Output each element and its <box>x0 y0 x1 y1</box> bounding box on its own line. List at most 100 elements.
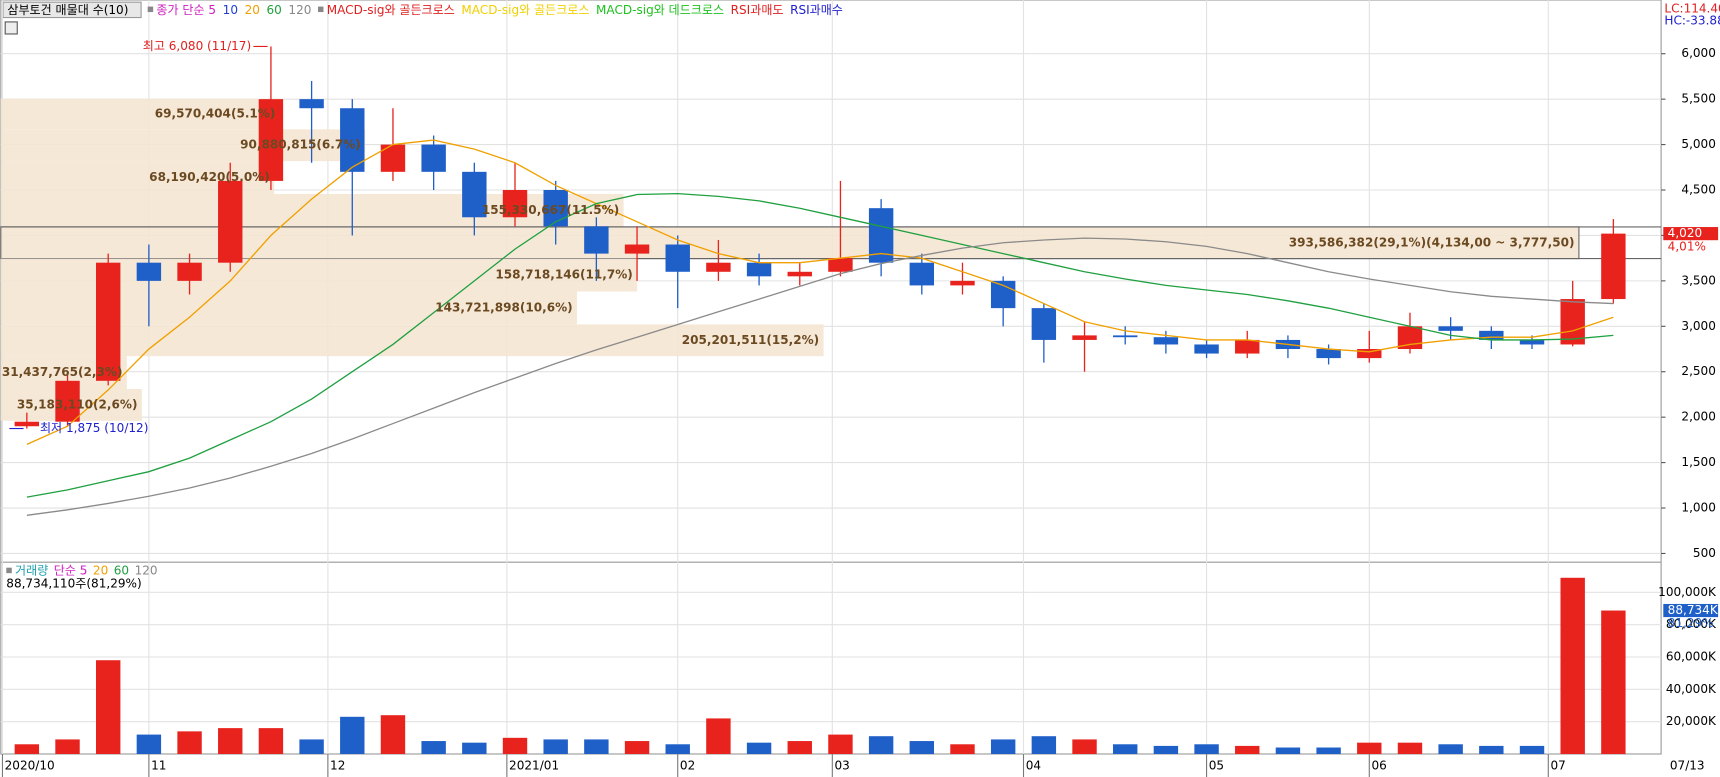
volume-bar <box>177 731 202 754</box>
candle-body <box>1438 326 1463 331</box>
y-tick-label: 40,000K <box>1666 682 1717 696</box>
volume-tag-label: 88,734K <box>1668 603 1719 617</box>
x-tick-label: 05 <box>1209 759 1224 773</box>
volume-bar <box>258 728 284 754</box>
y-tick-label: 5,000 <box>1681 137 1716 151</box>
price-change: 4,01% <box>1668 239 1706 253</box>
y-tick-label: 1,000 <box>1681 501 1716 515</box>
band-label: 68,190,420(5.0%) <box>149 170 270 184</box>
x-tick-label: 12 <box>330 759 345 773</box>
volume-bar <box>1438 744 1463 754</box>
x-tick-label: 11 <box>151 759 166 773</box>
volume-profile-band <box>0 129 366 162</box>
moving-average <box>26 237 1614 516</box>
y-tick-label: 60,000K <box>1666 649 1717 663</box>
settings-icon[interactable] <box>4 21 18 35</box>
legend-item: MACD-sig와 골든크로스 <box>461 3 589 17</box>
legend-item: 10 <box>223 3 238 17</box>
volume-legend-item: 거래량 <box>15 563 48 577</box>
candle-body <box>1479 330 1504 340</box>
band-label: 143,721,898(10,6%) <box>435 300 572 314</box>
x-tick-label: 07 <box>1550 759 1565 773</box>
x-tick-label: 2020/10 <box>5 759 55 773</box>
volume-bar <box>1316 747 1341 754</box>
candle-body <box>299 99 324 109</box>
hc-label: HC:-33.88 <box>1664 13 1720 27</box>
volume-bar <box>218 728 243 754</box>
volume-bar <box>421 741 446 754</box>
volume-legend-item: 120 <box>135 563 158 577</box>
candle-body <box>706 262 731 272</box>
band-label: 69,570,404(5.1%) <box>155 106 276 120</box>
candle-body <box>584 226 609 254</box>
band-label: 158,718,146(11,7%) <box>495 268 632 282</box>
y-tick-label: 100,000K <box>1658 585 1717 599</box>
y-tick-label: 500 <box>1693 546 1716 560</box>
y-tick-label: 3,000 <box>1681 319 1716 333</box>
candle-body <box>340 108 365 172</box>
y-tick-label: 2,500 <box>1681 364 1716 378</box>
candle-body <box>136 262 162 281</box>
volume-bar <box>1031 736 1057 754</box>
candle-body <box>1113 335 1138 338</box>
volume-bar <box>14 744 40 754</box>
volume-bar <box>462 742 487 754</box>
volume-bar <box>299 739 324 754</box>
annotation: 최고 6,080 (11/17) <box>143 39 251 53</box>
candle-body <box>624 244 650 254</box>
volume-bar <box>1235 745 1260 754</box>
candle-body <box>1357 349 1382 359</box>
candle-body <box>502 190 528 218</box>
y-tick-label: 3,500 <box>1681 273 1716 287</box>
volume-bar <box>828 734 853 754</box>
candle-body <box>462 171 487 218</box>
volume-bar <box>136 734 162 754</box>
candle-body <box>421 144 446 172</box>
chart-title: 삼부토건 매물대 수(10) <box>7 3 128 17</box>
volume-bar <box>502 737 528 754</box>
annotation: 최저 1,875 (10/12) <box>40 421 148 435</box>
volume-bar <box>1194 744 1219 754</box>
volume-bar <box>909 741 935 754</box>
volume-bar <box>990 739 1016 754</box>
band-label: 90,880,815(6.7%) <box>240 138 361 152</box>
candle-body <box>1153 337 1179 345</box>
volume-bar <box>665 744 690 754</box>
volume-bar <box>1479 745 1504 754</box>
y-tick-label: 4,500 <box>1681 183 1716 197</box>
y-tick-label: 5,500 <box>1681 92 1716 106</box>
volume-bar <box>543 739 568 754</box>
candle-body <box>787 271 812 277</box>
last-date: 07/13 <box>1670 759 1705 773</box>
volume-bar <box>1519 745 1545 754</box>
moving-average <box>26 192 1614 498</box>
band-label: 205,201,511(15,2%) <box>682 333 819 347</box>
volume-bar <box>868 736 894 754</box>
volume-bar <box>55 739 80 754</box>
volume-bar <box>1153 745 1179 754</box>
volume-bar <box>1357 742 1382 754</box>
legend-item: RSI과매도 <box>731 3 784 17</box>
candle-body <box>1316 349 1341 359</box>
candle-body <box>1031 308 1057 340</box>
volume-profile-band <box>0 98 280 130</box>
band-label: 31,437,765(2,3%) <box>2 365 123 379</box>
band-label: 35,183,110(2,6%) <box>17 397 138 411</box>
volume-bar <box>950 744 975 754</box>
legend-item: 60 <box>266 3 281 17</box>
candle-body <box>1519 339 1545 345</box>
candle-body <box>55 380 80 422</box>
x-tick-label: 02 <box>680 759 695 773</box>
volume-legend-item: 단순 5 <box>54 563 88 577</box>
volume-change: 81,29% <box>1668 616 1714 630</box>
candle-body <box>1560 299 1585 345</box>
candle-body <box>218 180 243 263</box>
x-tick-label: 04 <box>1026 759 1041 773</box>
volume-bar <box>746 742 772 754</box>
band-label: 155,330,667(11.5%) <box>482 203 619 217</box>
volume-bar <box>1072 739 1097 754</box>
candle-body <box>14 421 40 427</box>
volume-info: 88,734,110주(81,29%) <box>6 577 141 591</box>
